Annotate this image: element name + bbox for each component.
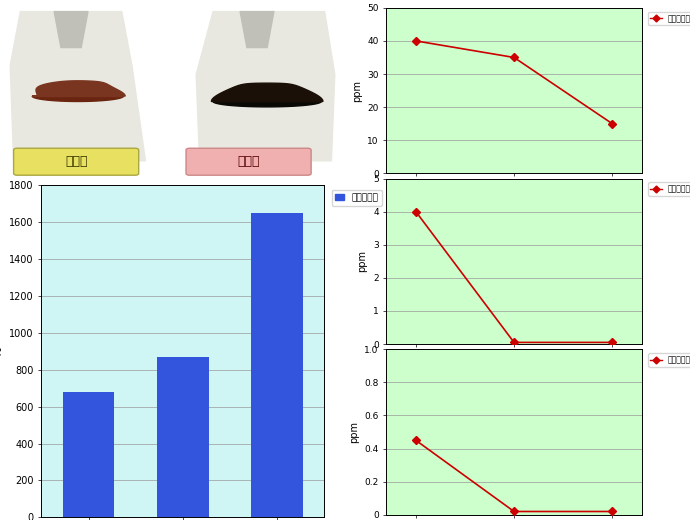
Y-axis label: %: % [0,346,3,357]
Bar [157,357,209,517]
Polygon shape [10,11,146,161]
Polygon shape [32,96,124,101]
FancyBboxPatch shape [14,148,139,175]
Y-axis label: ppm: ppm [357,250,368,272]
Bar [63,392,115,517]
Legend: メルカプタン濃度: メルカプタン濃度 [648,353,690,367]
Legend: アンモニア濃度: アンモニア濃度 [648,11,690,25]
Bar [251,213,303,517]
Text: 試験槽: 試験槽 [237,155,260,168]
Legend: 硫化水素濃度: 硫化水素濃度 [648,183,690,196]
Polygon shape [32,81,125,96]
Y-axis label: ppm: ppm [352,80,362,101]
Polygon shape [240,11,274,47]
Polygon shape [55,11,88,47]
Legend: 窒素含有量: 窒素含有量 [332,189,382,206]
Polygon shape [211,83,323,101]
Text: 対象槽: 対象槽 [65,155,88,168]
FancyBboxPatch shape [186,148,311,175]
Y-axis label: ppm: ppm [349,421,359,443]
Polygon shape [213,101,322,107]
Polygon shape [196,11,335,161]
